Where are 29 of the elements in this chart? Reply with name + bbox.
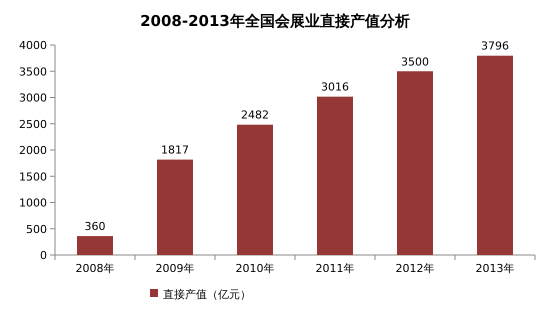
data-label: 3500 xyxy=(401,55,429,68)
data-label: 360 xyxy=(84,220,106,234)
y-tick-label: 1000 xyxy=(19,196,47,210)
chart-title: 2008-2013年全国会展业直接产值分析 xyxy=(140,12,410,30)
bar xyxy=(237,124,273,255)
x-tick-label: 2010年 xyxy=(236,262,274,275)
x-tick-label: 2013年 xyxy=(476,262,514,275)
y-tick-label: 4000 xyxy=(19,39,47,52)
y-tick-label: 3000 xyxy=(19,92,47,104)
x-tick-label: 2008年 xyxy=(76,262,114,275)
data-label: 2482 xyxy=(241,108,269,122)
data-label: 3016 xyxy=(321,80,349,94)
bar xyxy=(157,160,193,255)
bar xyxy=(317,96,353,255)
data-label: 1817 xyxy=(161,144,189,157)
bar xyxy=(77,236,113,255)
legend-label: 直接产值（亿元） xyxy=(163,288,251,301)
y-tick-label: 0 xyxy=(40,249,47,262)
y-tick-label: 3500 xyxy=(19,65,47,78)
bar xyxy=(397,71,433,255)
y-tick-label: 2500 xyxy=(19,118,47,131)
bar xyxy=(477,56,513,255)
y-tick-label: 1500 xyxy=(19,170,47,184)
data-label: 3796 xyxy=(481,40,509,53)
y-tick-label: 500 xyxy=(26,222,47,236)
y-tick-label: 2000 xyxy=(19,144,47,157)
x-tick-label: 2012年 xyxy=(396,262,434,275)
x-tick-label: 2011年 xyxy=(316,262,354,275)
x-tick-label: 2009年 xyxy=(156,262,194,275)
